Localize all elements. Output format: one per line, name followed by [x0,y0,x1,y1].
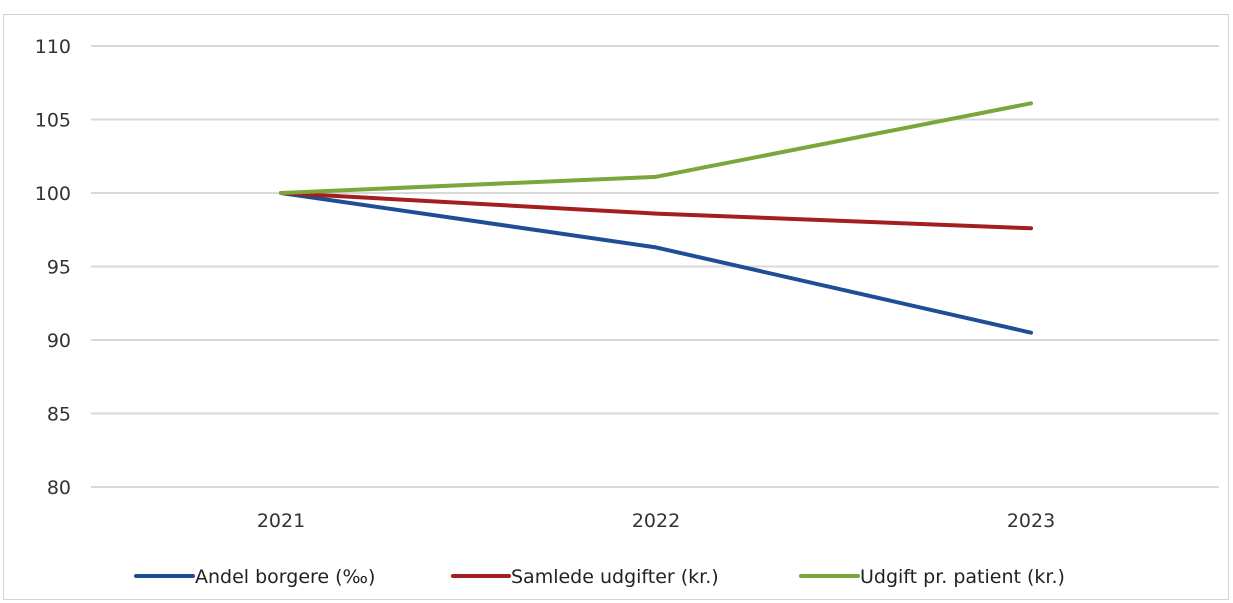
series-line-0 [279,191,1033,335]
y-tick-label: 85 [47,404,71,426]
y-tick-label: 100 [35,183,71,205]
y-tick-label: 105 [35,110,71,132]
series-line-2 [279,101,1033,195]
legend-label: Samlede udgifter (kr.) [511,566,719,588]
legend-label: Udgift pr. patient (kr.) [860,566,1065,588]
y-tick-label: 80 [47,477,71,499]
y-tick-label: 95 [47,257,71,279]
x-tick-label: 2021 [257,510,305,532]
series-line-1 [279,191,1033,231]
x-tick-label: 2023 [1007,510,1055,532]
y-tick-label: 90 [47,330,71,352]
legend-label: Andel borgere (‰) [195,566,375,588]
chart-area: 80 85 90 95 100 105 110 2021 2022 2023 Andel borge… [3,14,1229,600]
y-tick-label: 110 [35,36,71,58]
line-chart: 80 85 90 95 100 105 110 2021 2022 2023 Andel borge… [35,36,1219,588]
x-tick-label: 2022 [632,510,680,532]
